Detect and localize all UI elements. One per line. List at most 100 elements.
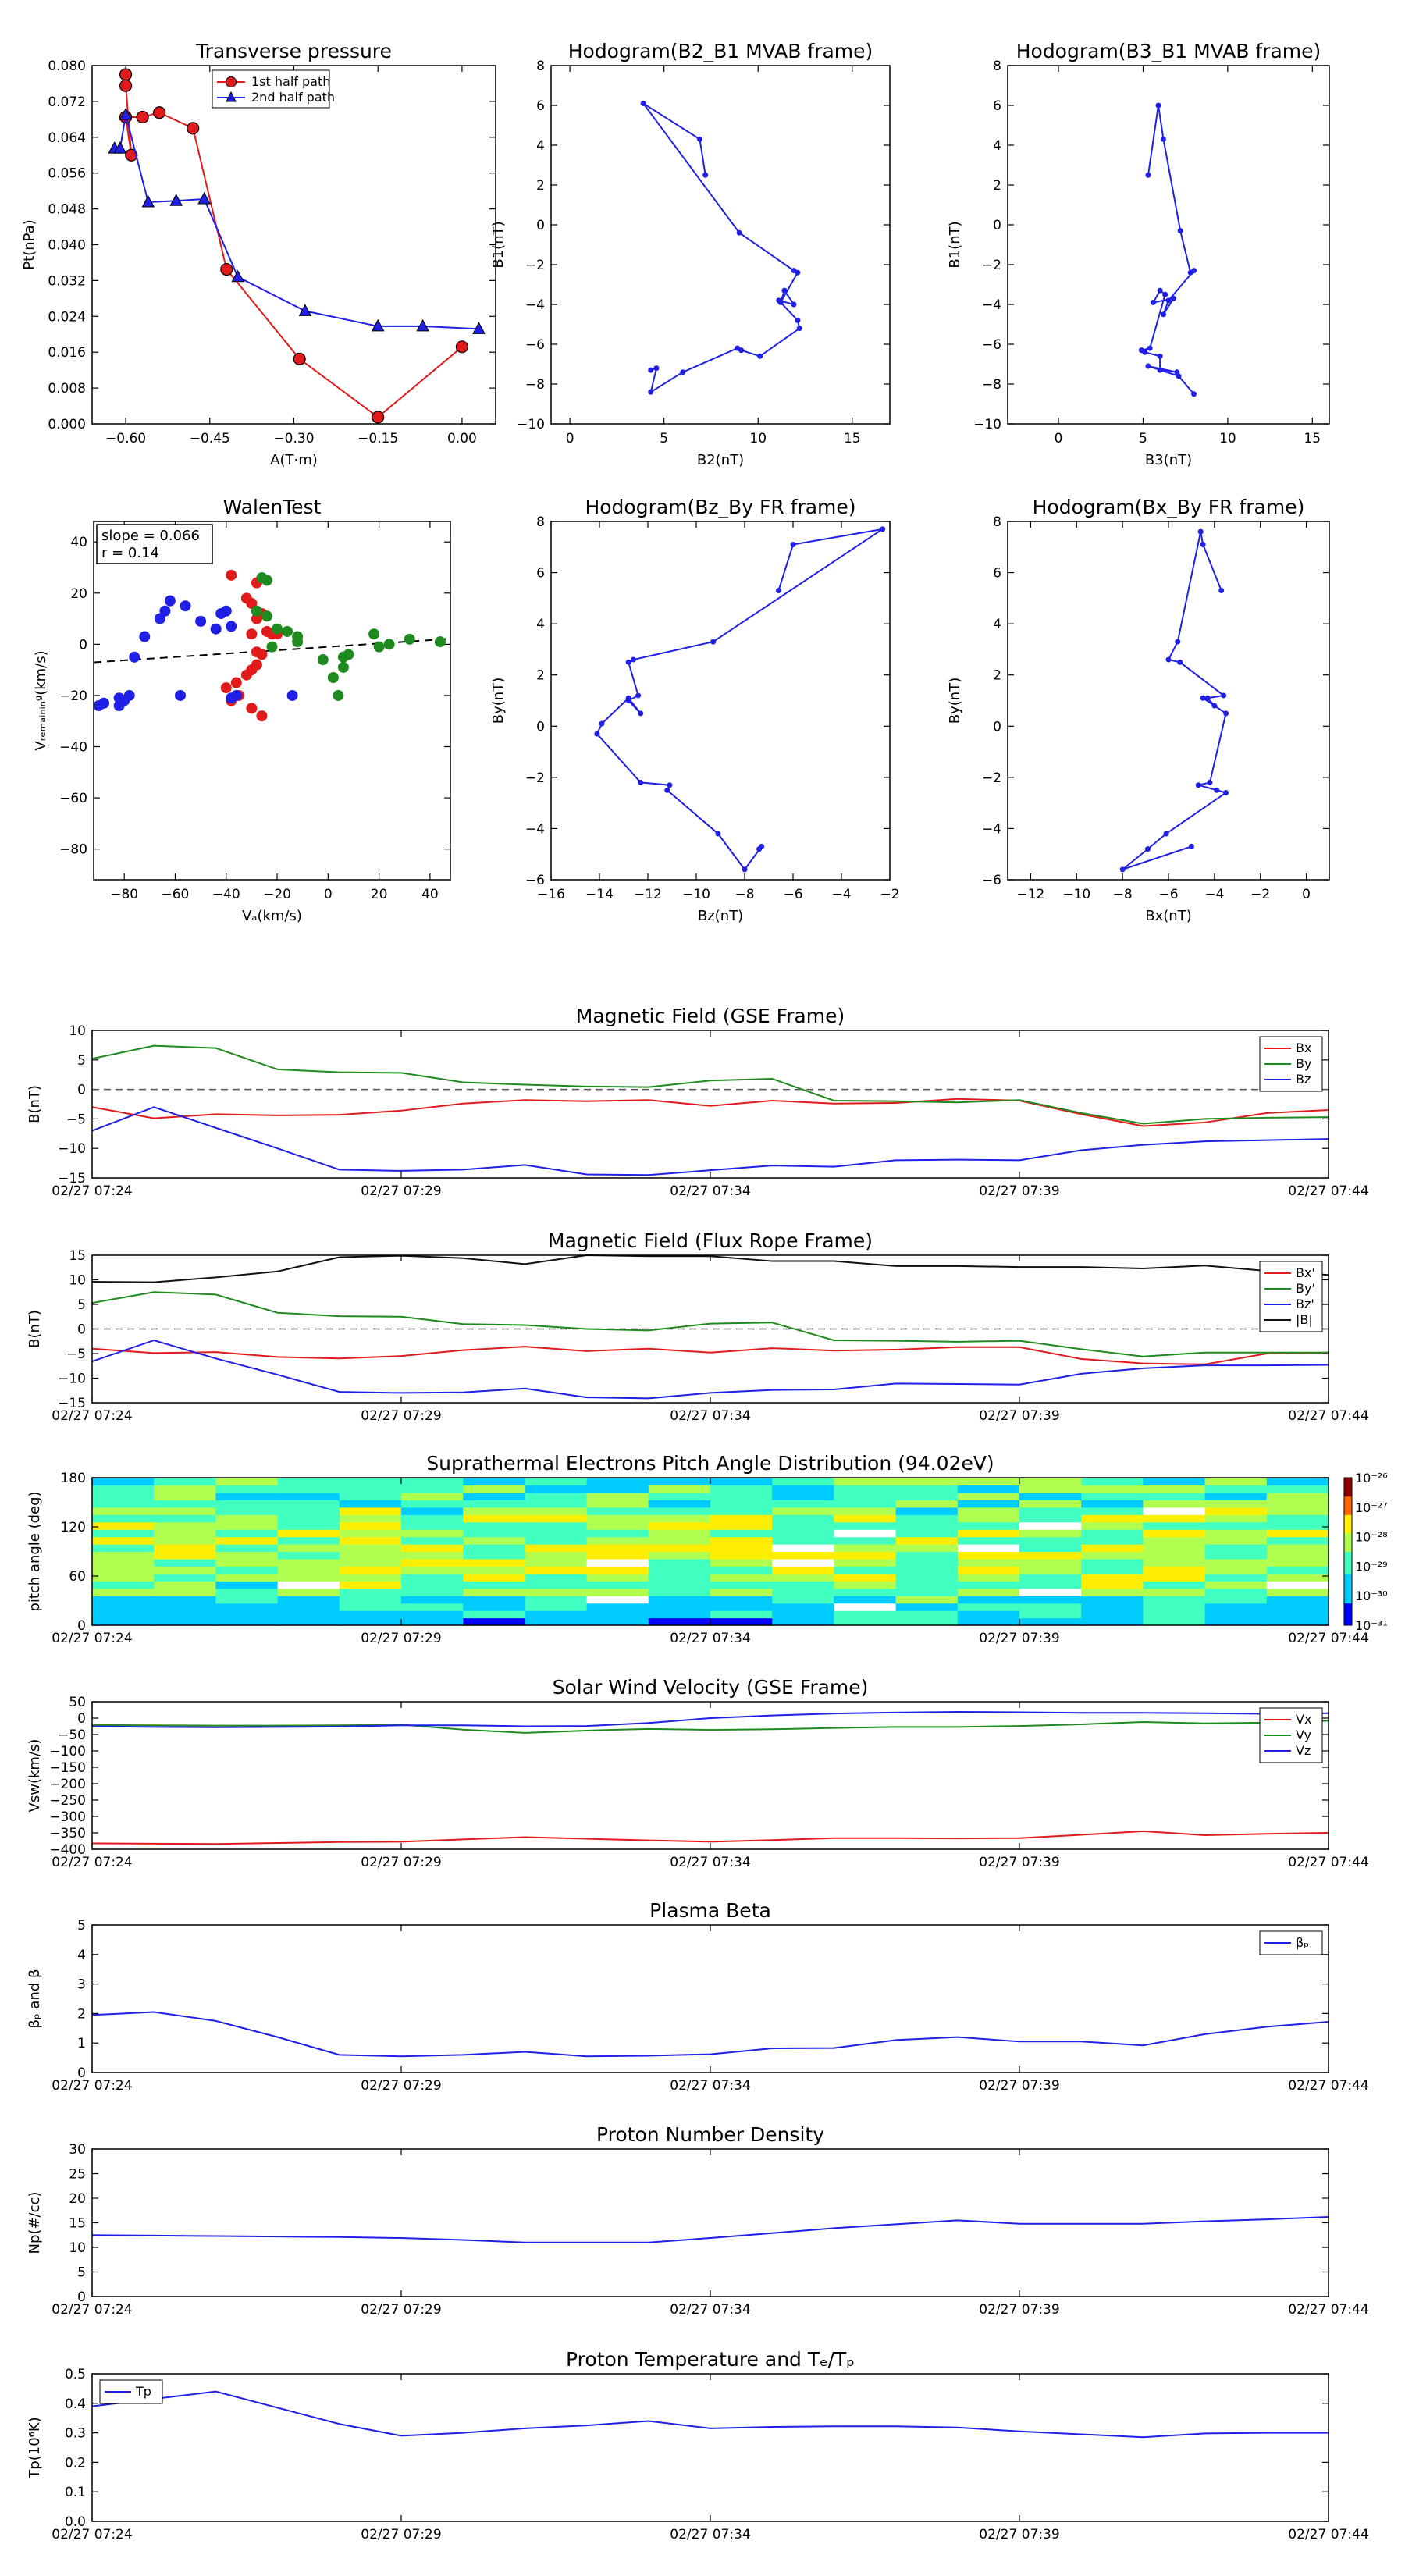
heatmap-cell (895, 1617, 959, 1626)
y-tick-label: −80 (59, 842, 87, 858)
x-tick-label: −6 (1158, 887, 1178, 902)
heatmap-cell (92, 1536, 155, 1545)
chart-pad: Suprathermal Electrons Pitch Angle Distr… (27, 1452, 1388, 1646)
heatmap-cell (339, 1521, 402, 1530)
heatmap-cell (277, 1551, 340, 1560)
data-point (1197, 528, 1204, 535)
x-tick-label: −16 (537, 887, 565, 902)
heatmap-cell (957, 1617, 1020, 1626)
heatmap-cell (339, 1485, 402, 1493)
heatmap-cell (92, 1492, 155, 1500)
data-point (648, 389, 654, 395)
heatmap-cell (586, 1478, 649, 1486)
heatmap-cell (710, 1566, 773, 1574)
chart-title: Magnetic Field (Flux Rope Frame) (548, 1229, 873, 1252)
heatmap-cell (92, 1596, 155, 1604)
y-tick-label: 180 (61, 1471, 86, 1486)
data-point (240, 669, 252, 681)
y-tick-label: 0.1 (65, 2485, 86, 2500)
data-point (1200, 542, 1206, 548)
heatmap-cell (1204, 1478, 1268, 1486)
colorbar-cell (1344, 1610, 1352, 1615)
x-tick-label: −0.60 (105, 431, 146, 447)
heatmap-cell (772, 1588, 834, 1596)
y-tick-label: −5 (66, 1347, 86, 1362)
heatmap-cell (895, 1544, 959, 1553)
x-tick-label: −6 (783, 887, 802, 902)
y-tick-label: 25 (69, 2167, 86, 2183)
heatmap-cell (463, 1617, 525, 1626)
heatmap-cell (215, 1551, 279, 1560)
x-tick-label: 02/27 07:34 (670, 2527, 750, 2542)
x-tick-label: 02/27 07:44 (1288, 1183, 1368, 1199)
colorbar-cell (1344, 1503, 1352, 1508)
y-tick-label: 0 (77, 1083, 86, 1098)
data-point (702, 172, 709, 178)
heatmap-cell (463, 1596, 525, 1604)
heatmap-cell (1266, 1558, 1329, 1567)
chart-title: Suprathermal Electrons Pitch Angle Distr… (426, 1452, 994, 1475)
heatmap-cell (586, 1603, 649, 1611)
heatmap-cell (1266, 1514, 1329, 1523)
y-tick-label: 2 (993, 668, 1001, 684)
colorbar-cell (1344, 1529, 1352, 1534)
series-line (91, 1044, 1329, 1125)
y-tick-label: −60 (59, 791, 87, 806)
heatmap-cell (895, 1485, 959, 1493)
data-point (1160, 136, 1166, 142)
heatmap-cell (586, 1588, 649, 1596)
y-tick-label: −350 (49, 1826, 86, 1841)
heatmap-cell (1081, 1617, 1144, 1626)
heatmap-cell (1081, 1573, 1144, 1582)
y-tick-label: −8 (982, 377, 1001, 393)
heatmap-cell (1266, 1603, 1329, 1611)
heatmap-cell (895, 1596, 959, 1604)
heatmap-cell (339, 1581, 402, 1589)
y-tick-label: 15 (69, 1248, 86, 1264)
heatmap-cell (710, 1544, 773, 1553)
data-point (139, 631, 151, 642)
data-point (1204, 695, 1211, 701)
heatmap-cell (154, 1588, 216, 1596)
legend-label: Bx (1296, 1041, 1311, 1055)
x-tick-label: −2 (880, 887, 899, 902)
heatmap-cell (1081, 1544, 1144, 1553)
heatmap-cell (525, 1536, 588, 1545)
heatmap-cell (1081, 1478, 1144, 1486)
heatmap-cell (1204, 1551, 1268, 1560)
heatmap-cell (154, 1507, 216, 1515)
data-point (368, 628, 380, 640)
data-point (220, 262, 233, 276)
heatmap-cell (1143, 1478, 1206, 1486)
colorbar-label: 10⁻²⁹ (1355, 1559, 1388, 1574)
data-point (667, 782, 673, 788)
plot-area (594, 526, 886, 873)
heatmap-cell (1081, 1581, 1144, 1589)
heatmap-cell (1204, 1485, 1268, 1493)
heatmap-cell (277, 1566, 340, 1574)
heatmap-cell (401, 1521, 464, 1530)
heatmap-cell (154, 1558, 216, 1567)
heatmap-cell (215, 1521, 279, 1530)
data-point (220, 605, 232, 617)
y-tick-label: 6 (536, 98, 545, 114)
data-point (1175, 639, 1181, 645)
heatmap-cell (772, 1617, 834, 1626)
heatmap-cell (401, 1529, 464, 1538)
x-tick-label: 02/27 07:39 (979, 1408, 1059, 1424)
heatmap-cell (215, 1536, 279, 1545)
data-point (231, 269, 245, 283)
data-point (1165, 656, 1172, 663)
data-point (298, 304, 312, 316)
heatmap-cell (339, 1610, 402, 1619)
data-point (1163, 831, 1169, 837)
heatmap-cell (1204, 1610, 1268, 1619)
heatmap-cell (154, 1492, 216, 1500)
heatmap-cell (401, 1507, 464, 1515)
heatmap-cell (525, 1551, 588, 1560)
heatmap-cell (710, 1492, 773, 1500)
heatmap-cell (1019, 1573, 1082, 1582)
chart-title: Transverse pressure (195, 40, 392, 62)
heatmap-cell (648, 1558, 711, 1567)
heatmap-cell (463, 1521, 525, 1530)
